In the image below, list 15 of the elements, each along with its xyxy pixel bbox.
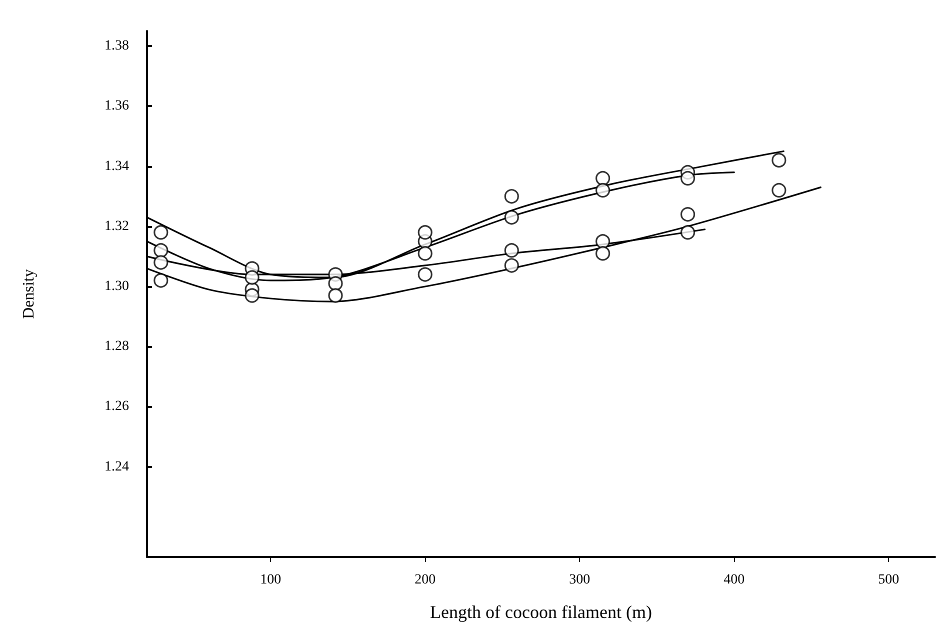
x-axis-title: Length of cocoon filament (m) [430,602,652,622]
x-tick-label: 200 [414,572,436,588]
x-tick-label: 100 [260,572,282,588]
y-tick-label: 1.38 [104,38,129,54]
y-tick-label: 1.34 [104,158,129,174]
y-tick-label: 1.24 [104,459,129,474]
y-tick-label: 1.32 [104,218,129,234]
y-tick-label: 1.26 [104,399,129,414]
x-tick-label: 300 [569,572,590,588]
y-tick-label: 1.28 [104,339,129,354]
y-tick-label: 1.36 [104,98,129,114]
y-axis-title: Density [20,269,38,319]
x-tick-label: 500 [878,572,900,588]
y-tick-label: 1.30 [104,278,129,294]
x-tick-label: 400 [724,572,745,588]
